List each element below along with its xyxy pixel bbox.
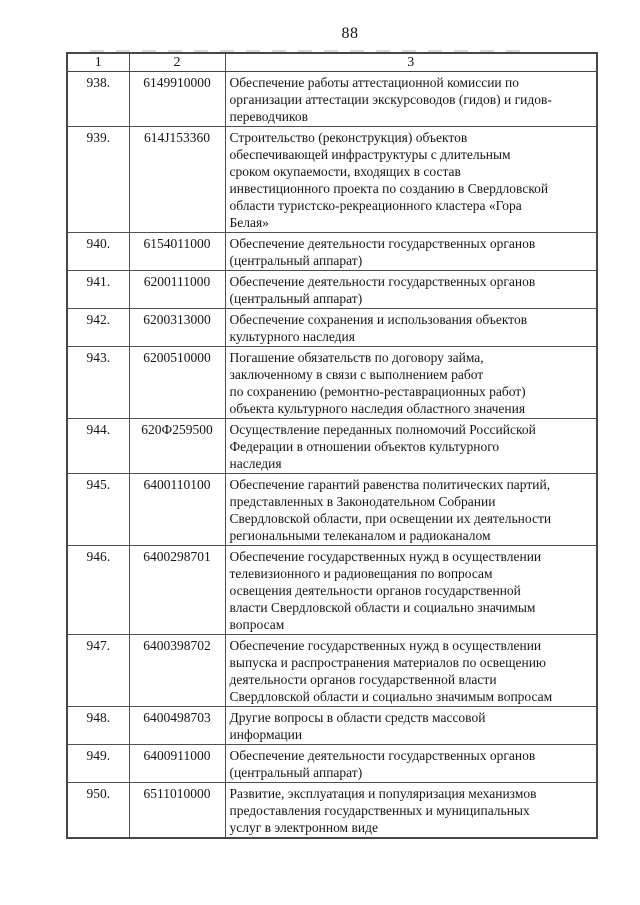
code-cell: 6400911000 bbox=[128, 744, 226, 783]
table-row: 940. 6154011000 Обеспечение деятельности… bbox=[66, 232, 598, 271]
row-number-cell: 942. bbox=[66, 308, 130, 347]
row-number-cell: 946. bbox=[66, 545, 130, 635]
code-cell: 6511010000 bbox=[128, 782, 226, 839]
col-header-1: 1 bbox=[66, 52, 130, 72]
row-number-cell: 947. bbox=[66, 634, 130, 707]
page-number: 88 bbox=[341, 25, 359, 42]
table-row: 938. 6149910000 Обеспечение работы аттес… bbox=[66, 71, 598, 127]
description-cell: Обеспечение государственных нужд в осуще… bbox=[224, 634, 598, 707]
table-row: 939. 614J153360 Строительство (реконстру… bbox=[66, 126, 598, 233]
col-header-2: 2 bbox=[128, 52, 226, 72]
code-cell: 6200510000 bbox=[128, 346, 226, 419]
description-cell: Обеспечение деятельности государственных… bbox=[224, 232, 598, 271]
table-row: 948. 6400498703 Другие вопросы в области… bbox=[66, 706, 598, 745]
table-row: 945. 6400110100 Обеспечение гарантий рав… bbox=[66, 473, 598, 546]
description-cell: Обеспечение сохранения и использования о… bbox=[224, 308, 598, 347]
description-cell: Осуществление переданных полномочий Росс… bbox=[224, 418, 598, 474]
row-number-cell: 938. bbox=[66, 71, 130, 127]
table-row: 946. 6400298701 Обеспечение государствен… bbox=[66, 545, 598, 635]
table-header-row: 1 2 3 bbox=[66, 52, 598, 72]
description-cell: Обеспечение деятельности государственных… bbox=[224, 270, 598, 309]
table-row: 942. 6200313000 Обеспечение сохранения и… bbox=[66, 308, 598, 347]
budget-codes-table: 1 2 3 938. 6149910000 Обеспечение работы… bbox=[66, 52, 598, 839]
description-cell: Развитие, эксплуатация и популяризация м… bbox=[224, 782, 598, 839]
row-number-cell: 941. bbox=[66, 270, 130, 309]
row-number-cell: 945. bbox=[66, 473, 130, 546]
code-cell: 6400298701 bbox=[128, 545, 226, 635]
code-cell: 6149910000 bbox=[128, 71, 226, 127]
description-cell: Другие вопросы в области средств массово… bbox=[224, 706, 598, 745]
row-number-cell: 948. bbox=[66, 706, 130, 745]
description-cell: Обеспечение гарантий равенства политичес… bbox=[224, 473, 598, 546]
table-row: 949. 6400911000 Обеспечение деятельности… bbox=[66, 744, 598, 783]
table-row: 941. 6200111000 Обеспечение деятельности… bbox=[66, 270, 598, 309]
row-number-cell: 949. bbox=[66, 744, 130, 783]
description-cell: Строительство (реконструкция) объектов о… bbox=[224, 126, 598, 233]
table-row: 947. 6400398702 Обеспечение государствен… bbox=[66, 634, 598, 707]
row-number-cell: 943. bbox=[66, 346, 130, 419]
code-cell: 620Ф259500 bbox=[128, 418, 226, 474]
description-cell: Обеспечение деятельности государственных… bbox=[224, 744, 598, 783]
table-row: 943. 6200510000 Погашение обязательств п… bbox=[66, 346, 598, 419]
row-number-cell: 939. bbox=[66, 126, 130, 233]
code-cell: 6400498703 bbox=[128, 706, 226, 745]
code-cell: 6400398702 bbox=[128, 634, 226, 707]
code-cell: 6154011000 bbox=[128, 232, 226, 271]
table-row: 944. 620Ф259500 Осуществление переданных… bbox=[66, 418, 598, 474]
description-cell: Обеспечение работы аттестационной комисс… bbox=[224, 71, 598, 127]
code-cell: 6400110100 bbox=[128, 473, 226, 546]
code-cell: 6200313000 bbox=[128, 308, 226, 347]
row-number-cell: 950. bbox=[66, 782, 130, 839]
row-number-cell: 944. bbox=[66, 418, 130, 474]
code-cell: 614J153360 bbox=[128, 126, 226, 233]
col-header-3: 3 bbox=[224, 52, 598, 72]
code-cell: 6200111000 bbox=[128, 270, 226, 309]
description-cell: Погашение обязательств по договору займа… bbox=[224, 346, 598, 419]
description-cell: Обеспечение государственных нужд в осуще… bbox=[224, 545, 598, 635]
table-row: 950. 6511010000 Развитие, эксплуатация и… bbox=[66, 782, 598, 839]
row-number-cell: 940. bbox=[66, 232, 130, 271]
